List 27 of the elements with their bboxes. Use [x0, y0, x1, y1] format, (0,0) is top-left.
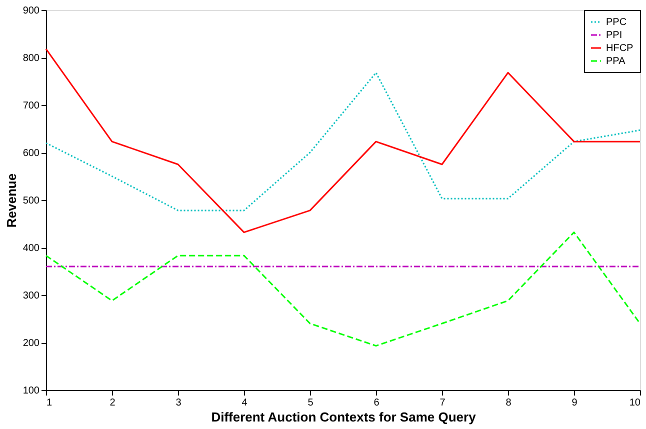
line-series [45, 72, 641, 212]
y-tick-label: 400 [22, 243, 40, 254]
y-tick-label: 800 [22, 53, 40, 64]
y-tick-label: 200 [22, 338, 40, 349]
x-tick-label: 1 [46, 398, 52, 408]
line-series [45, 232, 641, 347]
x-tick-label: 3 [176, 398, 182, 408]
x-tick-label: 9 [572, 398, 578, 408]
y-tick-label: 100 [22, 386, 40, 396]
x-tick-label: 2 [110, 398, 116, 408]
x-axis-title: Different Auction Contexts for Same Query [211, 410, 477, 424]
legend-label: PPA [606, 56, 626, 67]
x-tick-label: 7 [440, 398, 446, 408]
y-axis-title: Revenue [4, 173, 19, 228]
x-tick-label: 10 [629, 398, 641, 408]
legend-label: HFCP [606, 43, 634, 54]
y-tick-label: 300 [22, 290, 40, 302]
y-tick-label: 600 [22, 148, 40, 159]
legend-label: PPC [606, 17, 627, 28]
y-tick-label: 900 [22, 6, 40, 16]
y-tick-label: 500 [22, 196, 40, 206]
y-tick-label: 700 [22, 100, 40, 112]
x-tick-label: 8 [506, 398, 512, 408]
x-tick-label: 4 [242, 398, 248, 408]
legend-label: PPI [606, 30, 622, 41]
x-tick-label: 5 [308, 398, 314, 408]
x-tick-label: 6 [374, 398, 380, 408]
